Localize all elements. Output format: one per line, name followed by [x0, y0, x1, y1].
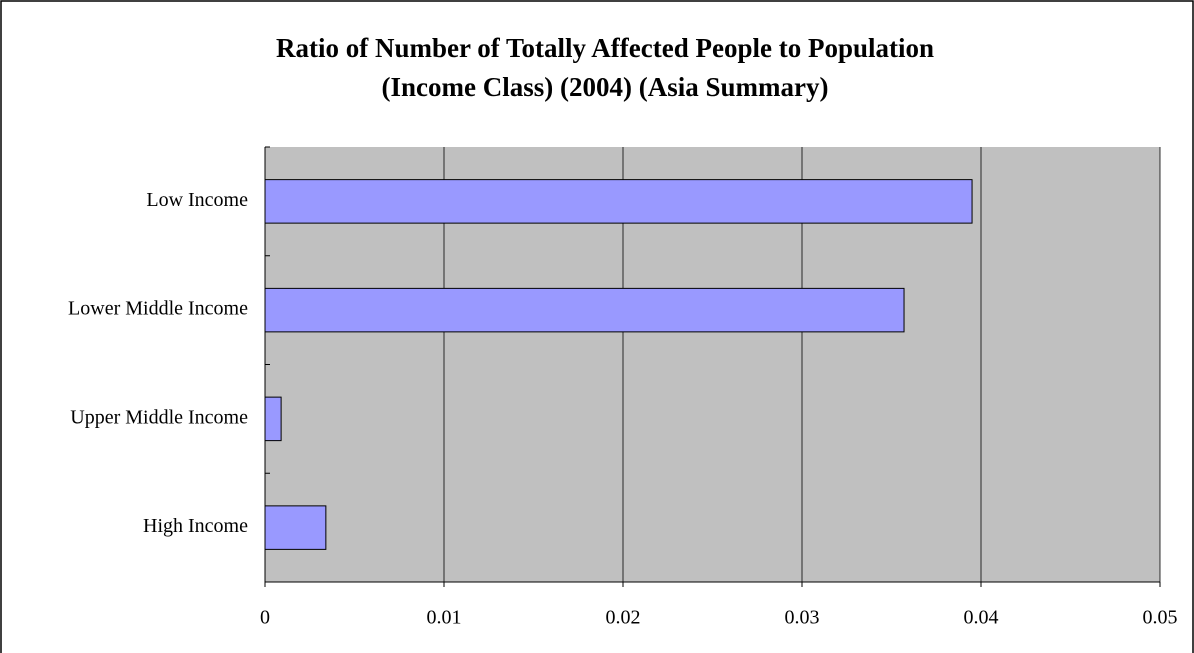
y-tick-label: High Income	[143, 515, 248, 537]
x-tick-label: 0.01	[427, 607, 462, 629]
x-tick-label: 0	[260, 607, 270, 629]
bar	[264, 287, 905, 333]
x-tick-label: 0.05	[1143, 607, 1178, 629]
bar	[264, 179, 973, 224]
x-tick-label: 0.02	[606, 607, 641, 629]
y-tick-label: Upper Middle Income	[70, 406, 248, 428]
chart-title: (Income Class) (2004) (Asia Summary)	[382, 72, 829, 102]
x-tick-label: 0.03	[785, 607, 820, 629]
y-tick-label: Low Income	[146, 189, 248, 211]
y-tick-label: Lower Middle Income	[68, 298, 248, 320]
bar	[264, 505, 327, 550]
x-tick-label: 0.04	[964, 607, 999, 629]
bar	[264, 396, 282, 442]
chart-title: Ratio of Number of Totally Affected Peop…	[276, 33, 934, 63]
